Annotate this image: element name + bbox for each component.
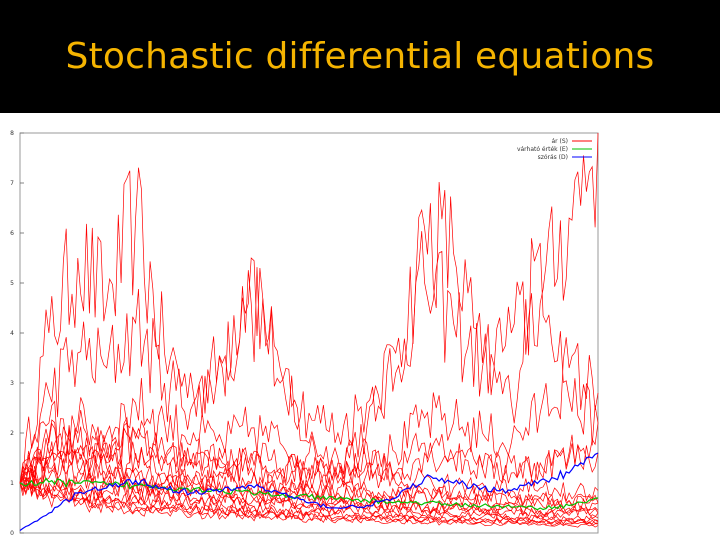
plot-frame: 0 1 2 3 4 5 6 7 8 ár (S) várható érték (E) szórás … [0, 113, 720, 540]
legend-label-2: szórás (D) [538, 154, 568, 161]
series-line-price-path-8 [19, 476, 599, 528]
series-line-price-path-14 [19, 477, 599, 525]
y-tick-label-8: 8 [10, 130, 14, 137]
series-line-price-path-15 [19, 400, 599, 488]
legend: ár (S)várható érték (E)szórás (D) [517, 138, 592, 161]
y-tick-label-0: 0 [10, 530, 14, 537]
y-tick-label-5: 5 [10, 280, 14, 287]
series-line-price-path-2 [19, 337, 599, 484]
y-tick-label-4: 4 [10, 330, 14, 337]
line-chart: 0 1 2 3 4 5 6 7 8 ár (S)várható érték (E)szórás … [0, 113, 720, 540]
y-tick-label-6: 6 [10, 230, 14, 237]
y-tick-label-1: 1 [10, 480, 14, 487]
title-bar: Stochastic differential equations [0, 0, 720, 113]
series-line-price-path-17 [19, 441, 599, 518]
series-line-price-path-12 [19, 440, 599, 509]
y-tick-label-3: 3 [10, 380, 14, 387]
series-layer [19, 132, 599, 531]
series-line-1 [19, 477, 599, 511]
plot-background [0, 113, 720, 540]
series-line-price-path-1 [19, 132, 599, 484]
y-tick-label-2: 2 [10, 430, 14, 437]
series-line-price-path-6 [19, 475, 599, 523]
legend-label-1: várható érték (E) [517, 146, 568, 153]
series-line-2 [19, 452, 599, 531]
slide-title: Stochastic differential equations [65, 36, 655, 77]
series-line-price-path-16 [19, 472, 599, 524]
series-line-price-path-9 [19, 460, 599, 516]
series-0-group [19, 132, 599, 528]
y-tick-label-7: 7 [10, 180, 14, 187]
y-axis: 0 1 2 3 4 5 6 7 8 [10, 130, 24, 537]
series-line-price-path-0 [19, 167, 599, 484]
legend-label-0: ár (S) [551, 138, 568, 145]
series-line-price-path-13 [19, 416, 599, 502]
series-line-price-path-10 [19, 437, 599, 509]
